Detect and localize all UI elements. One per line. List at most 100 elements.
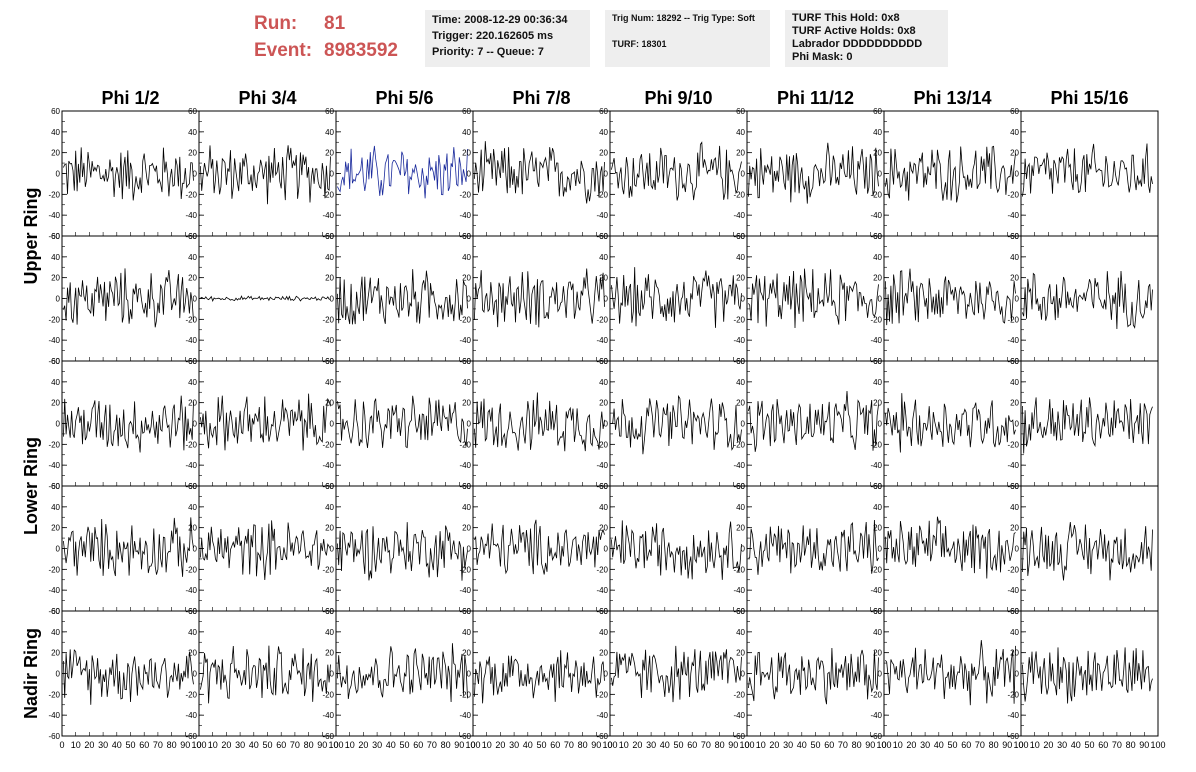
y-tick-label: 40 (462, 253, 471, 262)
y-tick-label: 40 (462, 503, 471, 512)
panel-frame (746, 360, 885, 487)
x-tick-label: 60 (961, 740, 971, 750)
x-tick-label: 50 (536, 740, 546, 750)
y-tick-label: 60 (462, 107, 471, 116)
y-tick-label: 40 (599, 128, 608, 137)
x-tick-label: 80 (715, 740, 725, 750)
y-tick-label: -20 (322, 190, 334, 199)
x-tick-label: 80 (578, 740, 588, 750)
y-tick-label: -20 (185, 690, 197, 699)
y-tick-label: -60 (48, 732, 60, 741)
y-tick-label: 20 (462, 399, 471, 408)
panel-frame (746, 485, 885, 612)
x-tick-label: 10 (756, 740, 766, 750)
waveform-line (885, 393, 1016, 453)
waveform-line (885, 145, 1016, 203)
y-tick-label: 20 (325, 274, 334, 283)
event-label: Event: (254, 40, 313, 61)
y-tick-label: 40 (51, 628, 60, 637)
y-tick-label: 40 (736, 628, 745, 637)
waveform-line (748, 519, 879, 575)
y-tick-label: -40 (733, 336, 745, 345)
y-tick-label: -20 (48, 315, 60, 324)
run-label: Run: (254, 13, 298, 34)
trig-num-line: Trig Num: 18292 -- Trig Type: Soft (612, 13, 755, 23)
y-tick-label: 40 (599, 378, 608, 387)
y-tick-label: 60 (188, 482, 197, 491)
ring-label: Upper Ring (21, 188, 41, 285)
x-tick-label: 40 (660, 740, 670, 750)
x-tick-label: 30 (509, 740, 519, 750)
waveform-line (200, 145, 331, 205)
x-tick-label: 0 (333, 740, 338, 750)
y-tick-label: 20 (1010, 149, 1019, 158)
y-tick-label: 60 (873, 107, 882, 116)
y-tick-label: -20 (322, 690, 334, 699)
y-tick-label: 20 (188, 149, 197, 158)
y-tick-label: -40 (1007, 586, 1019, 595)
y-tick-label: -40 (322, 586, 334, 595)
waveform-line (748, 390, 879, 452)
x-tick-label: 10 (893, 740, 903, 750)
y-tick-label: 60 (51, 107, 60, 116)
x-tick-label: 100 (1013, 740, 1028, 750)
x-tick-label: 90 (180, 740, 190, 750)
x-tick-label: 60 (687, 740, 697, 750)
waveform-line (63, 268, 194, 328)
y-tick-label: 0 (878, 670, 883, 679)
y-tick-label: 60 (462, 607, 471, 616)
x-tick-label: 50 (1084, 740, 1094, 750)
y-tick-label: 20 (188, 274, 197, 283)
waveform-line (611, 520, 742, 580)
y-tick-label: 60 (1010, 357, 1019, 366)
y-tick-label: 60 (188, 357, 197, 366)
x-tick-label: 50 (673, 740, 683, 750)
y-tick-label: -60 (48, 232, 60, 241)
column-title: Phi 9/10 (644, 88, 712, 108)
x-tick-label: 0 (881, 740, 886, 750)
y-tick-label: -40 (48, 586, 60, 595)
y-tick-label: -40 (322, 461, 334, 470)
x-tick-label: 70 (564, 740, 574, 750)
y-tick-label: -40 (459, 336, 471, 345)
event-value: 8983592 (324, 40, 398, 61)
y-tick-label: -20 (48, 440, 60, 449)
trig-info-box: Trig Num: 18292 -- Trig Type: Soft TURF:… (605, 10, 770, 67)
x-tick-label: 40 (112, 740, 122, 750)
waveform-line (474, 268, 605, 328)
ring-label: Lower Ring (21, 437, 41, 535)
y-tick-label: -40 (185, 711, 197, 720)
y-tick-label: -40 (1007, 211, 1019, 220)
x-tick-label: 20 (632, 740, 642, 750)
y-tick-label: 20 (873, 399, 882, 408)
x-tick-label: 30 (98, 740, 108, 750)
y-tick-label: 60 (325, 357, 334, 366)
x-tick-label: 80 (852, 740, 862, 750)
y-tick-label: 40 (736, 503, 745, 512)
y-tick-label: 20 (1010, 274, 1019, 283)
y-tick-label: 60 (873, 232, 882, 241)
y-tick-label: 20 (188, 399, 197, 408)
x-tick-label: 90 (865, 740, 875, 750)
y-tick-label: -20 (459, 565, 471, 574)
time-info-box: Time: 2008-12-29 00:36:34 Trigger: 220.1… (425, 10, 590, 67)
y-tick-label: 60 (599, 357, 608, 366)
waveform-line (1022, 270, 1153, 330)
y-tick-label: 60 (873, 482, 882, 491)
waveform-line (611, 394, 742, 455)
x-tick-label: 50 (125, 740, 135, 750)
x-tick-label: 60 (824, 740, 834, 750)
waveform-line (1022, 397, 1153, 454)
y-tick-label: -20 (1007, 690, 1019, 699)
y-tick-label: 60 (188, 107, 197, 116)
y-tick-label: -20 (48, 565, 60, 574)
x-tick-label: 50 (810, 740, 820, 750)
labrador-line: Labrador DDDDDDDDDD (792, 38, 923, 50)
y-tick-label: -40 (870, 461, 882, 470)
y-tick-label: 20 (325, 649, 334, 658)
y-tick-label: 20 (736, 149, 745, 158)
x-tick-label: 100 (191, 740, 206, 750)
y-tick-label: 60 (325, 607, 334, 616)
waveform-line (1022, 647, 1153, 704)
x-tick-label: 100 (876, 740, 891, 750)
